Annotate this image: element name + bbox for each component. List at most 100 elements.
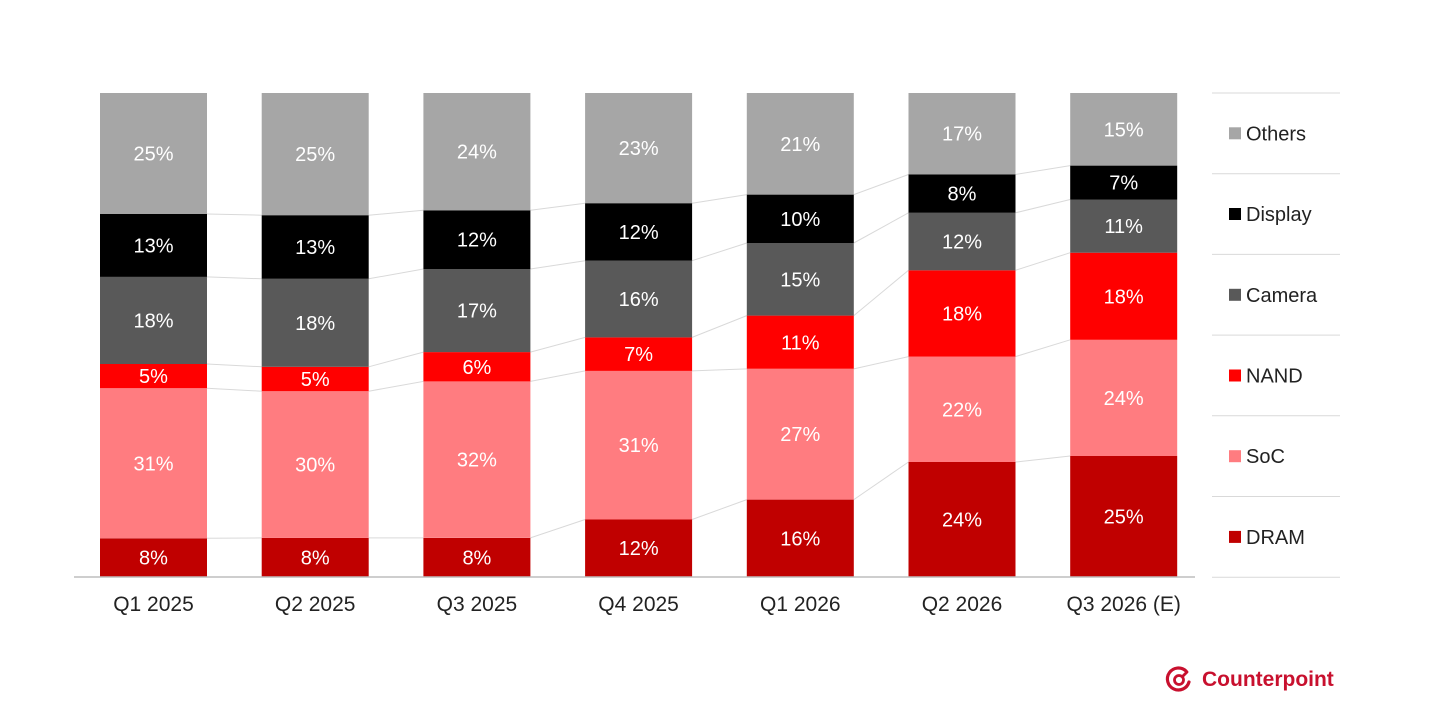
legend: Others Display Camera NAND SoC DRAM	[1212, 92, 1340, 578]
legend-swatch-camera	[1229, 288, 1241, 301]
brand-name: Counterpoint	[1202, 668, 1334, 691]
connector-line	[206, 213, 262, 216]
connector-line	[853, 174, 909, 196]
data-label-dram-q3-2025: 8%	[462, 547, 491, 569]
bar-segment-dram-q3-2025	[423, 537, 531, 577]
connector-line	[691, 242, 747, 262]
data-label-camera-q3-2025: 17%	[457, 301, 497, 323]
data-label-others-q2-2025: 25%	[295, 144, 335, 166]
data-label-others-q4-2025: 23%	[619, 138, 659, 160]
data-label-camera-q2-2026: 12%	[942, 232, 982, 254]
bar-segment-others-q4-2025	[585, 93, 693, 204]
x-tick-labels: Q1 2025 Q2 2025 Q3 2025 Q4 2025 Q1 2026 Q2 20…	[113, 593, 1181, 616]
data-label-camera-q4-2025: 16%	[619, 289, 659, 311]
bar-segment-others-q1-2025	[100, 93, 207, 214]
bar-segment-soc-q1-2025	[100, 388, 207, 539]
brand-logo: Counterpoint	[1164, 664, 1334, 696]
connector-line	[853, 212, 909, 244]
bars: 8% 31% 5% 18% 13% 25% 8% 30% 5% 18% 13% 25% 8% 32% 6% 1…	[100, 93, 1178, 577]
data-label-nand-q3-2026-e: 18%	[1104, 286, 1144, 308]
connector-line	[530, 202, 586, 211]
bar-segment-soc-q4-2025	[585, 370, 693, 520]
legend-swatch-dram	[1229, 530, 1241, 543]
data-label-others-q1-2025: 25%	[133, 144, 173, 166]
connector-line	[692, 194, 747, 204]
bar-segment-display-q4-2025	[585, 203, 693, 261]
bar-segment-camera-q3-2025	[423, 269, 531, 353]
data-label-dram-q2-2025: 8%	[301, 547, 330, 569]
data-label-camera-q1-2025: 18%	[133, 311, 173, 333]
legend-swatch-others	[1229, 127, 1241, 140]
data-label-camera-q1-2026: 15%	[780, 269, 820, 291]
connector-line	[530, 260, 586, 270]
bar-segment-others-q2-2026	[908, 93, 1016, 175]
x-tick-label-q3-2025: Q3 2025	[437, 593, 518, 616]
bar-segment-soc-q2-2026	[908, 356, 1016, 462]
data-label-display-q4-2025: 12%	[619, 222, 659, 244]
data-label-others-q1-2026: 21%	[780, 134, 820, 156]
connector-line	[1015, 339, 1071, 358]
bar-segment-camera-q4-2025	[585, 260, 693, 338]
connector-line	[368, 209, 424, 216]
legend-label-display: Display	[1246, 204, 1312, 226]
bar-segment-soc-q3-2026-e	[1070, 339, 1178, 456]
connector-line	[530, 336, 586, 353]
connector-line	[206, 276, 262, 280]
x-tick-label-q2-2025: Q2 2025	[275, 593, 356, 616]
bar-segment-camera-q2-2026	[908, 212, 1016, 271]
bar-segment-nand-q3-2025	[423, 352, 531, 382]
data-label-others-q3-2026-e: 15%	[1104, 119, 1144, 141]
data-label-camera-q3-2026-e: 11%	[1104, 216, 1143, 238]
data-label-dram-q1-2026: 16%	[780, 528, 820, 550]
data-label-dram-q1-2025: 8%	[139, 548, 168, 570]
legend-label-others: Others	[1246, 123, 1306, 145]
connector-line	[1015, 165, 1071, 175]
data-label-camera-q2-2025: 18%	[295, 313, 335, 335]
legend-label-nand: NAND	[1246, 366, 1303, 388]
bar-segment-dram-q2-2025	[261, 537, 369, 577]
bar-segment-nand-q2-2025	[261, 366, 369, 392]
x-tick-label-q4-2025: Q4 2025	[598, 593, 679, 616]
data-label-display-q3-2026-e: 7%	[1109, 173, 1138, 195]
data-label-dram-q4-2025: 12%	[619, 538, 659, 560]
x-tick-label-q2-2026: Q2 2026	[922, 593, 1003, 616]
connector-line	[1015, 199, 1071, 214]
connector-line	[206, 363, 262, 368]
data-label-display-q1-2026: 10%	[780, 209, 820, 231]
data-label-dram-q3-2026-e: 25%	[1104, 507, 1144, 529]
legend-swatch-display	[1229, 208, 1241, 220]
bar-segment-camera-q3-2026-e	[1070, 199, 1178, 253]
data-label-others-q3-2025: 24%	[457, 142, 497, 164]
bar-segment-camera-q1-2025	[100, 276, 207, 364]
data-label-nand-q3-2025: 6%	[462, 357, 491, 379]
bar-segment-nand-q4-2025	[585, 337, 693, 371]
data-label-nand-q2-2026: 18%	[942, 303, 982, 325]
bar-segment-display-q2-2025	[261, 215, 369, 279]
data-label-soc-q2-2025: 30%	[295, 455, 335, 477]
connector-lines	[206, 165, 1071, 539]
bar-segment-nand-q1-2025	[100, 364, 207, 389]
connector-line	[692, 368, 747, 372]
legend-swatch-nand	[1229, 369, 1241, 382]
bar-segment-dram-q2-2026	[908, 462, 1016, 577]
bar-segment-camera-q2-2025	[261, 278, 369, 367]
connector-line	[530, 519, 586, 539]
x-tick-label-q3-2026-e: Q3 2026 (E)	[1066, 593, 1180, 616]
bar-segment-nand-q3-2026-e	[1070, 252, 1178, 340]
connector-line	[530, 370, 586, 382]
connector-line	[853, 356, 909, 370]
bar-segment-others-q2-2025	[261, 93, 369, 216]
bar-segment-nand-q2-2026	[908, 270, 1016, 357]
connector-line	[691, 499, 747, 520]
data-label-display-q3-2025: 12%	[457, 230, 497, 252]
bar-segment-soc-q1-2026	[746, 368, 854, 500]
bar-segment-dram-q4-2025	[585, 519, 693, 577]
bar-segment-display-q3-2026-e	[1070, 165, 1178, 200]
legend-swatch-soc	[1229, 450, 1241, 463]
connector-line	[853, 461, 909, 501]
bar-segment-camera-q1-2026	[746, 243, 854, 316]
data-label-soc-q1-2026: 27%	[780, 424, 820, 446]
bar-segment-display-q1-2025	[100, 214, 207, 277]
bar-segment-display-q1-2026	[746, 194, 854, 243]
